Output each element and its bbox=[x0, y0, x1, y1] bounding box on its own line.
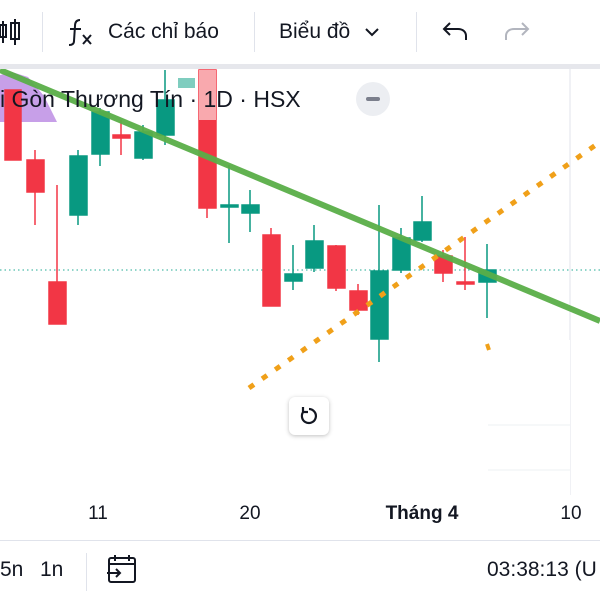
time-axis-label: 11 bbox=[88, 503, 108, 524]
channel-line bbox=[247, 139, 600, 391]
range-1n-button[interactable]: 1n bbox=[40, 558, 64, 581]
indicators-label: Các chỉ báo bbox=[108, 20, 219, 43]
toolbar-divider bbox=[416, 12, 417, 52]
candle bbox=[262, 234, 281, 307]
bottom-toolbar: 5n 1n 03:38:13 (U bbox=[0, 540, 600, 601]
reset-chart-button[interactable] bbox=[289, 397, 329, 435]
candle bbox=[91, 111, 110, 155]
reset-icon bbox=[300, 407, 317, 425]
future-area bbox=[488, 340, 570, 495]
toolbar-divider bbox=[254, 12, 255, 52]
candle bbox=[134, 131, 153, 159]
redo-icon bbox=[505, 22, 530, 40]
top-toolbar: Các chỉ báo Biểu đồ bbox=[0, 0, 600, 64]
symbol-legend[interactable]: i Gòn Thương Tín · 1D · HSX bbox=[0, 83, 301, 115]
toolbar-divider bbox=[42, 12, 43, 52]
bottom-divider bbox=[86, 553, 87, 591]
symbol-title: i Gòn Thương Tín · 1D · HSX bbox=[0, 85, 301, 112]
chart-type-label: Biểu đồ bbox=[279, 20, 351, 43]
candle bbox=[220, 204, 239, 208]
candle bbox=[305, 240, 324, 269]
time-axis[interactable]: 11 20 Tháng 4 10 bbox=[0, 495, 600, 531]
candles-icon[interactable] bbox=[0, 0, 22, 64]
time-axis-label: 10 bbox=[560, 503, 582, 524]
minus-icon bbox=[366, 97, 380, 101]
indicators-button[interactable]: Các chỉ báo bbox=[66, 0, 219, 64]
candle bbox=[156, 99, 175, 136]
chart-type-button[interactable]: Biểu đồ bbox=[279, 0, 380, 64]
range-5n-button[interactable]: 5n bbox=[0, 558, 24, 581]
fx-icon bbox=[68, 19, 92, 46]
candle bbox=[413, 221, 432, 241]
chevron-down-icon bbox=[365, 28, 379, 37]
undo-icon bbox=[442, 22, 467, 40]
candle bbox=[241, 204, 260, 214]
candle bbox=[456, 281, 475, 285]
candle bbox=[69, 155, 88, 216]
calendar-arrow-icon bbox=[107, 555, 136, 583]
redo-button[interactable] bbox=[504, 0, 530, 64]
candles bbox=[4, 69, 497, 362]
candle bbox=[26, 159, 45, 193]
candle bbox=[199, 70, 216, 120]
collapse-legend-button[interactable] bbox=[356, 82, 390, 116]
undo-button[interactable] bbox=[442, 0, 468, 64]
candle bbox=[48, 281, 67, 325]
candle bbox=[327, 245, 346, 289]
price-chart[interactable] bbox=[0, 69, 600, 540]
trendline bbox=[0, 69, 600, 324]
clock-timezone[interactable]: 03:38:13 (U bbox=[487, 558, 597, 581]
time-axis-label: 20 bbox=[239, 503, 261, 524]
time-axis-label: Tháng 4 bbox=[385, 503, 459, 524]
toolbar-separator bbox=[0, 64, 600, 69]
candle bbox=[284, 273, 303, 282]
candle bbox=[370, 270, 389, 340]
candle bbox=[349, 290, 368, 311]
candle bbox=[178, 78, 195, 88]
candle bbox=[112, 134, 131, 139]
candle bbox=[4, 89, 22, 161]
go-to-date-button[interactable] bbox=[106, 553, 138, 590]
